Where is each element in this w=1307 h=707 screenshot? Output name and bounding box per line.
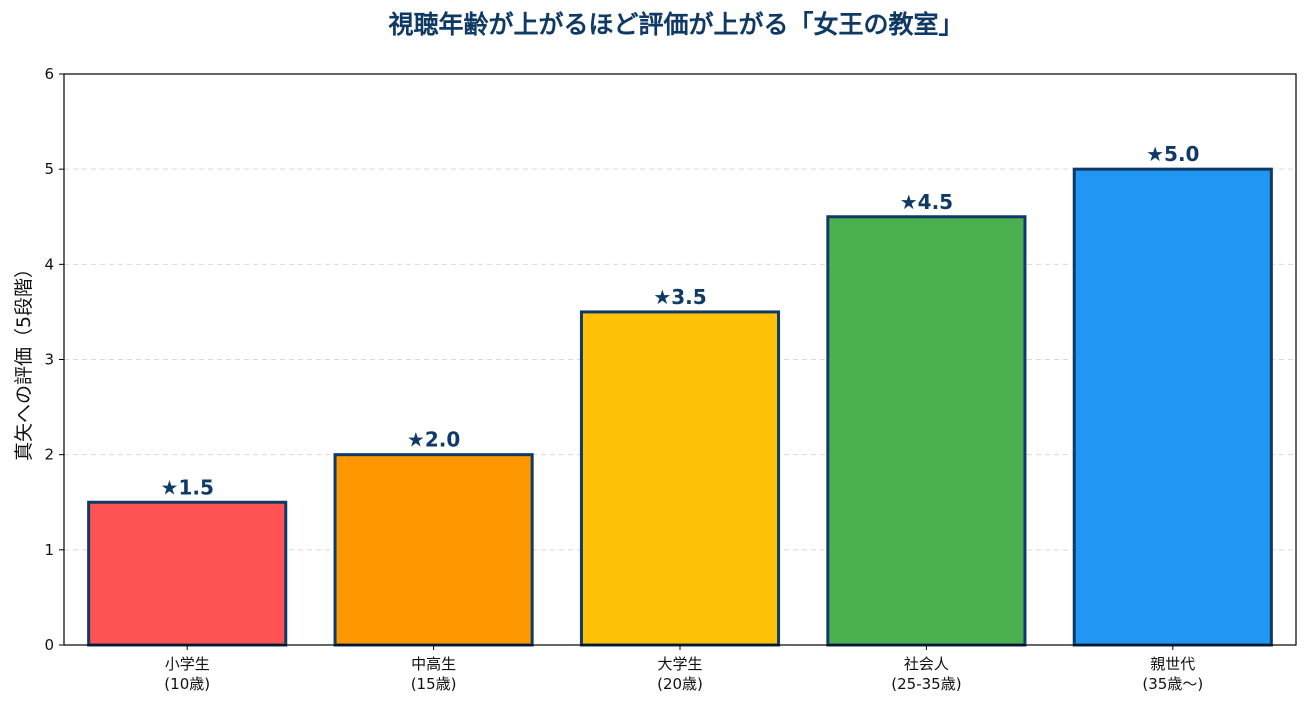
bar-value-label: ★4.5 <box>900 190 953 214</box>
x-tick-label-line: 中高生 <box>411 655 456 673</box>
x-tick-label: 大学生 (20歳) <box>657 655 703 693</box>
y-tick-label: 5 <box>44 160 54 178</box>
y-tick-label: 0 <box>44 636 54 654</box>
y-tick-label: 3 <box>44 351 54 369</box>
y-tick-label: 6 <box>44 65 54 83</box>
bar-value-label: ★5.0 <box>1146 142 1199 166</box>
x-tick-label: 小学生 (10歳) <box>164 655 210 693</box>
x-tick-label-line: (10歳) <box>164 675 210 693</box>
bar <box>1072 167 1273 647</box>
bars-layer <box>87 167 1273 647</box>
bar <box>826 215 1027 647</box>
y-axis-label: 真矢への評価（5段階） <box>13 259 35 461</box>
x-tick-label: 中高生 (15歳) <box>411 655 457 693</box>
x-tick-label: 親世代 (35歳〜) <box>1142 655 1203 693</box>
bar-value-label: ★2.0 <box>407 428 460 452</box>
x-tick-label-line: (15歳) <box>411 675 457 693</box>
x-axis-ticks: 小学生 (10歳) 中高生 (15歳) 大学生 (20歳) 社会人 (25-35歳) 親世代 (3… <box>164 645 1203 693</box>
y-tick-label: 1 <box>44 541 54 559</box>
y-axis-ticks: 0 1 2 3 4 5 6 <box>44 65 64 654</box>
bar-value-label: ★1.5 <box>161 475 214 499</box>
value-labels-layer: ★1.5 ★2.0 ★3.5 ★4.5 ★5.0 <box>161 142 1200 499</box>
x-tick-label-line: 社会人 <box>904 655 949 673</box>
bar <box>87 500 288 647</box>
x-tick-label-line: (20歳) <box>657 675 703 693</box>
x-tick-label: 社会人 (25-35歳) <box>891 655 961 693</box>
x-tick-label-line: (25-35歳) <box>891 675 961 693</box>
chart-title: 視聴年齢が上がるほど評価が上がる「女王の教室」 <box>388 10 963 39</box>
y-tick-label: 4 <box>44 255 54 273</box>
bar <box>579 310 781 647</box>
x-tick-label-line: 小学生 <box>165 655 210 673</box>
bar <box>333 453 534 647</box>
x-tick-label-line: (35歳〜) <box>1142 675 1203 693</box>
bar-value-label: ★3.5 <box>653 285 706 309</box>
y-tick-label: 2 <box>44 446 54 464</box>
x-tick-label-line: 大学生 <box>657 655 702 673</box>
x-tick-label-line: 親世代 <box>1150 655 1195 673</box>
